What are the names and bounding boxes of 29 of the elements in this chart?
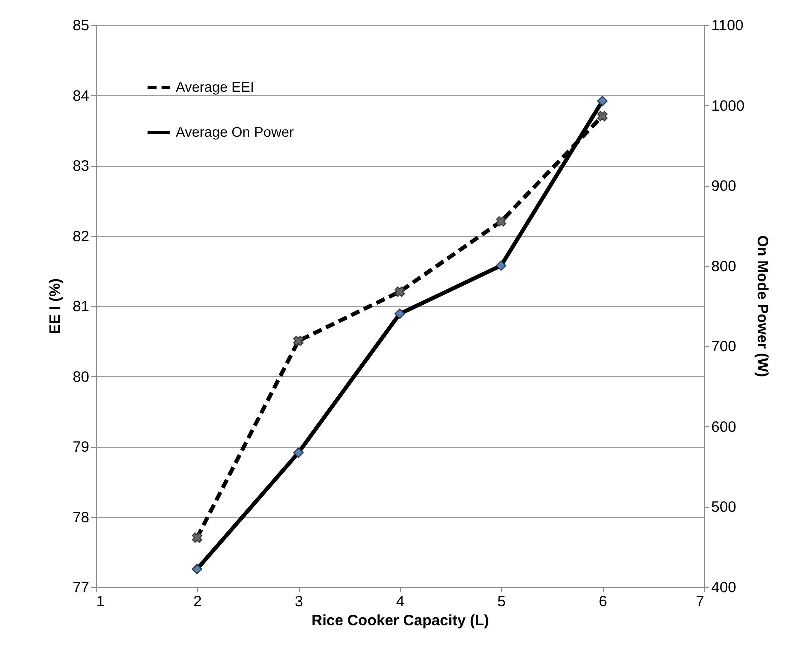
- y-tick-label: 83: [72, 158, 90, 175]
- y2-tick-label: 900: [712, 178, 737, 196]
- legend-label: Average EEI: [176, 79, 254, 95]
- y2-axis-title: On Mode Power (W): [754, 236, 771, 378]
- legend-label: Average On Power: [176, 124, 294, 140]
- y2-tick-label: 600: [712, 418, 737, 436]
- y-tick-label: 84: [72, 88, 90, 105]
- y2-tick-label: 1100: [712, 18, 744, 34]
- y2-tick-label: 800: [712, 258, 737, 276]
- y-tick-label: 82: [72, 228, 90, 246]
- y-tick-label: 77: [72, 580, 90, 596]
- y2-tick-label: 400: [712, 580, 737, 596]
- y2-tick-label: 700: [712, 338, 737, 356]
- x-tick-label: 5: [498, 594, 506, 610]
- x-tick-label: 1: [96, 594, 105, 610]
- x-axis-title: Rice Cooker Capacity (L): [312, 612, 490, 630]
- x-tick-label: 2: [194, 594, 202, 610]
- y-tick-label: 80: [72, 368, 90, 386]
- x-tick-label: 6: [598, 594, 608, 610]
- x-tick-label: 4: [396, 594, 405, 610]
- y2-tick-label: 1000: [712, 98, 745, 115]
- y-axis-title: EE I (%): [46, 278, 64, 334]
- y-tick-label: 79: [72, 439, 90, 456]
- y-tick-label: 81: [72, 298, 90, 316]
- x-tick-label: 3: [294, 594, 304, 610]
- y2-tick-label: 500: [712, 499, 737, 516]
- y-tick-label: 85: [72, 18, 90, 34]
- y-tick-label: 78: [72, 509, 90, 526]
- x-tick-label: 7: [696, 594, 704, 610]
